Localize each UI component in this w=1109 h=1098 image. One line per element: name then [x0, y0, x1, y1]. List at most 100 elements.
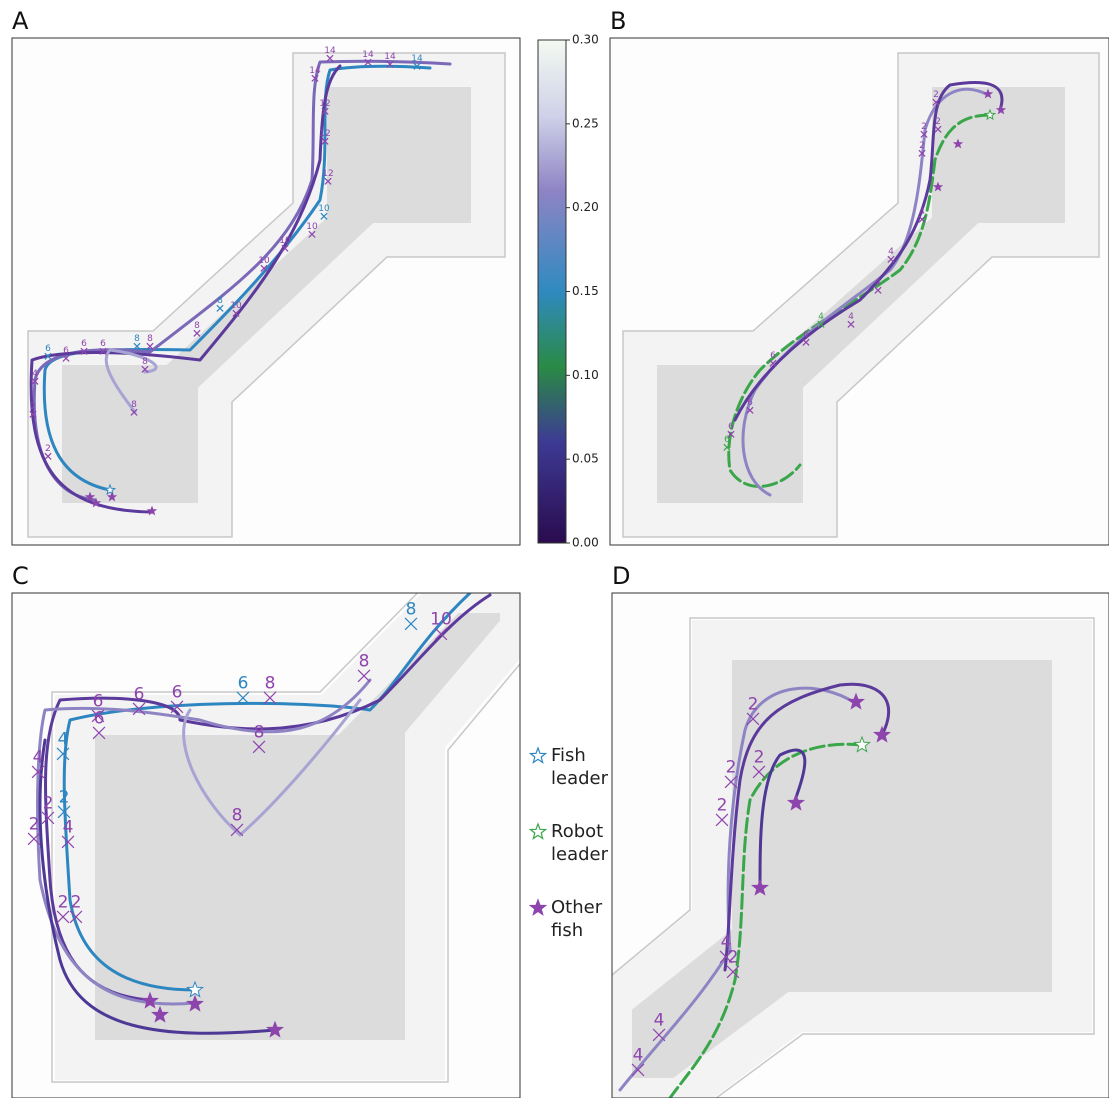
time-label: 8: [217, 296, 223, 306]
time-label: 6: [724, 435, 730, 445]
panel-frame: [609, 37, 1109, 546]
end-star: [932, 181, 944, 192]
time-marker: [769, 359, 777, 367]
time-label: 4: [875, 278, 881, 288]
time-marker: [413, 62, 421, 70]
time-label: 2: [71, 892, 82, 912]
time-marker: [41, 811, 55, 825]
time-marker: [631, 1063, 645, 1077]
time-marker: [719, 950, 733, 964]
time-marker: [56, 747, 70, 761]
colorbar-tick-label: 0.15: [572, 284, 599, 298]
time-marker: [847, 320, 855, 328]
time-marker: [27, 832, 41, 846]
time-label: 14: [411, 54, 423, 64]
colorbar-tick-label: 0.10: [572, 368, 599, 382]
time-label: 8: [232, 805, 243, 825]
end-star: [103, 483, 117, 496]
colorbar-tick-label: 0.30: [572, 33, 599, 47]
time-label: 2: [45, 444, 51, 454]
panel-label: C: [12, 562, 29, 590]
panel-label: B: [610, 7, 626, 35]
time-marker: [44, 452, 52, 460]
time-marker: [726, 965, 740, 979]
time-marker: [321, 137, 329, 145]
time-marker: [320, 212, 328, 220]
time-marker: [236, 691, 250, 705]
end-star: [186, 994, 204, 1012]
time-label: 8: [194, 321, 200, 331]
time-label: 2: [919, 141, 925, 151]
time-marker: [386, 60, 394, 68]
time-marker: [56, 910, 70, 924]
panel-label: A: [12, 7, 29, 35]
time-marker: [252, 740, 266, 754]
time-label: 6: [100, 339, 106, 349]
panel-label: D: [612, 562, 630, 590]
time-marker: [357, 669, 371, 683]
time-marker: [170, 700, 184, 714]
time-label: 6: [63, 346, 69, 356]
legend-label: Other fish: [551, 897, 603, 941]
time-marker: [321, 107, 329, 115]
time-marker: [263, 691, 277, 705]
time-marker: [364, 58, 372, 66]
time-marker: [920, 130, 928, 138]
end-star: [847, 692, 865, 710]
legend-marker: [528, 746, 548, 764]
time-marker: [29, 410, 37, 418]
panel-frame: [11, 37, 521, 546]
time-marker: [887, 255, 895, 263]
time-marker: [326, 54, 334, 62]
time-marker: [802, 338, 810, 346]
end-star: [146, 505, 158, 516]
time-label: 2: [29, 814, 40, 834]
time-label: 8: [254, 722, 265, 742]
time-label: 10: [230, 301, 242, 311]
end-star: [952, 138, 964, 149]
time-label: 8: [142, 357, 148, 367]
time-marker: [232, 309, 240, 317]
legend-label: Fish leader: [551, 745, 609, 789]
time-label: 10: [318, 204, 330, 214]
time-marker: [723, 443, 731, 451]
time-label: 4: [58, 729, 69, 749]
time-label: 2: [726, 757, 737, 777]
time-label: 6: [770, 351, 776, 361]
panel-a-image: [12, 38, 520, 545]
time-marker: [724, 775, 738, 789]
end-star: [982, 88, 994, 99]
end-star: [84, 491, 96, 502]
time-label: 2: [921, 122, 927, 132]
time-marker: [260, 264, 268, 272]
time-marker: [80, 347, 88, 355]
panel-d-image: [612, 593, 1109, 1098]
time-marker: [324, 177, 332, 185]
time-label: 6: [747, 398, 753, 408]
time-marker: [61, 835, 75, 849]
time-label: 12: [319, 129, 330, 139]
time-marker: [281, 244, 289, 252]
time-label: 14: [309, 66, 321, 76]
time-label: 10: [306, 222, 318, 232]
time-label: 8: [359, 651, 370, 671]
time-marker: [311, 74, 319, 82]
time-marker: [91, 709, 105, 723]
panel-c-image: [12, 593, 520, 1098]
time-label: 4: [818, 312, 824, 322]
time-marker: [69, 910, 83, 924]
colorbar-tick-label: 0.20: [572, 200, 599, 214]
time-label: 2: [30, 402, 36, 412]
end-star: [186, 980, 204, 998]
time-label: 6: [93, 691, 104, 711]
time-label: 8: [131, 400, 137, 410]
time-marker: [652, 1028, 666, 1042]
time-marker: [31, 377, 39, 385]
time-marker: [308, 230, 316, 238]
time-label: 6: [238, 673, 249, 693]
time-marker: [934, 125, 942, 133]
time-label: 4: [32, 369, 38, 379]
time-label: 4: [33, 747, 44, 767]
